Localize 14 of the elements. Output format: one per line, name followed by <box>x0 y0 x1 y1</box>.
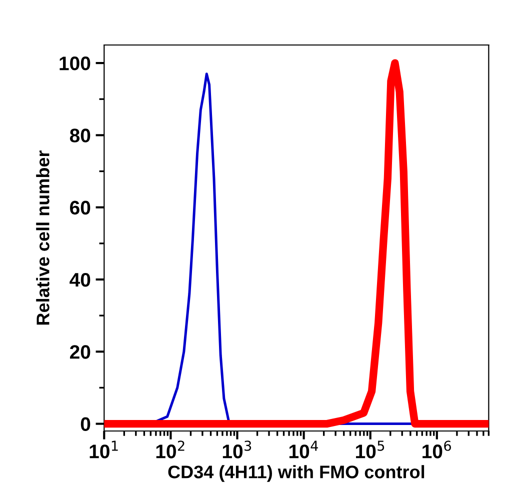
x-axis-title: CD34 (4H11) with FMO control <box>168 465 424 482</box>
x-tick-label: 10$^{6}$ <box>422 440 451 458</box>
y-tick-label: 40 <box>70 272 90 287</box>
x-tick-label: 10$^{1}$ <box>90 440 118 458</box>
x-tick-label: 10$^{5}$ <box>356 440 384 458</box>
x-tick-label: 10$^{2}$ <box>156 440 184 458</box>
y-tick-label: 20 <box>70 345 90 359</box>
y-tick-label: 100 <box>60 56 90 70</box>
x-tick-label: 10$^{4}$ <box>289 440 318 458</box>
y-tick-label: 80 <box>70 128 90 142</box>
x-tick-label: 10$^{3}$ <box>222 440 252 458</box>
y-axis-title: Relative cell number <box>36 150 50 325</box>
y-tick-label: 0 <box>80 417 90 432</box>
y-tick-label: 60 <box>70 200 90 215</box>
